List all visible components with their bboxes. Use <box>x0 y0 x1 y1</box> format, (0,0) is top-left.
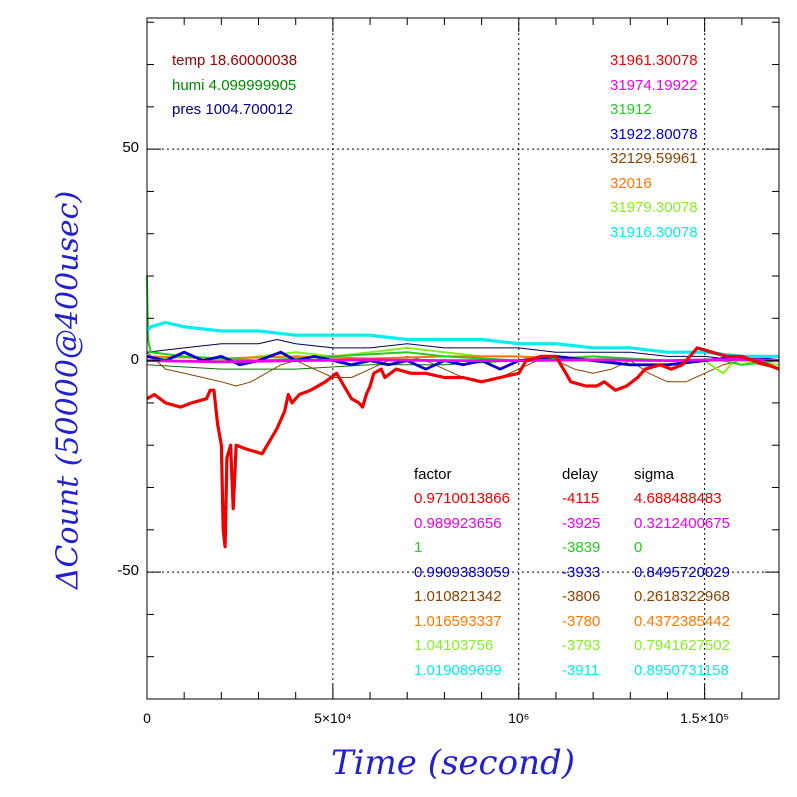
env-reading: temp 18.60000038 <box>172 52 298 69</box>
y-tick-label: 50 <box>122 139 139 157</box>
stats-sigma: 4.688488483 <box>634 490 722 507</box>
legend-entry: 31916.30078 <box>610 223 698 241</box>
legend-entry: 32016 <box>610 174 652 192</box>
legend-entry: 31922.80078 <box>610 125 698 143</box>
stats-sigma: 0.3212400675 <box>634 514 730 532</box>
stats-factor: 0.9710013866 <box>414 490 510 507</box>
y-tick-label: 0 <box>130 350 139 368</box>
stats-factor: 0.989923656 <box>414 514 502 532</box>
stats-header: sigma <box>634 466 675 483</box>
stats-header: factor <box>414 466 452 483</box>
env-reading: humi 4.099999905 <box>172 76 297 94</box>
stats-sigma: 0.8950731158 <box>634 661 729 679</box>
stats-delay: -4115 <box>562 490 600 507</box>
stats-factor: 1.04103756 <box>414 637 494 654</box>
stats-factor: 0.9909383059 <box>414 563 510 581</box>
stats-factor: 1.019089699 <box>414 661 502 679</box>
legend-entry: 31974.19922 <box>610 76 698 94</box>
y-axis-label: ΔCount (50000@400usec) <box>50 190 86 590</box>
tick-marks <box>146 18 780 700</box>
stats-delay: -3933 <box>562 563 601 581</box>
stats-factor: 1 <box>414 539 423 556</box>
stats-header: delay <box>562 466 598 483</box>
stats-delay: -3925 <box>562 514 601 532</box>
x-tick-label: 5×10⁴ <box>314 710 352 726</box>
env-reading: pres 1004.700012 <box>172 101 293 118</box>
series-line-8 <box>146 339 779 362</box>
legend-entry: 32129.59961 <box>610 150 698 167</box>
stats-sigma: 0.8495720029 <box>634 563 730 581</box>
stats-sigma: 0 <box>634 539 643 556</box>
x-tick-label: 10⁶ <box>508 710 530 726</box>
series-layer <box>145 275 780 549</box>
stats-sigma: 0.4372385442 <box>634 612 730 630</box>
stats-factor: 1.010821342 <box>414 588 502 605</box>
stats-factor: 1.016593337 <box>414 612 502 630</box>
stats-sigma: 0.2618322968 <box>634 588 730 605</box>
stats-delay: -3793 <box>562 637 601 654</box>
series-line-4 <box>146 351 780 387</box>
series-line-1 <box>146 357 780 364</box>
stats-delay: -3911 <box>562 661 600 679</box>
x-axis-label: Time (second) <box>331 743 575 783</box>
series-line-7 <box>145 320 779 358</box>
stats-delay: -3780 <box>562 612 601 630</box>
stats-delay: -3806 <box>562 588 601 605</box>
plot-frame <box>146 17 780 700</box>
stats-delay: -3839 <box>562 539 601 556</box>
legend-entry: 31979.30078 <box>610 199 698 216</box>
series-line-0 <box>146 346 780 549</box>
y-tick-label: -50 <box>117 562 139 580</box>
stats-sigma: 0.7941627502 <box>634 637 730 654</box>
x-tick-label: 1.5×10⁵ <box>680 710 730 726</box>
legend-entry: 31912 <box>610 101 652 118</box>
legend-entry: 31961.30078 <box>610 52 698 69</box>
x-tick-label: 0 <box>143 710 151 726</box>
